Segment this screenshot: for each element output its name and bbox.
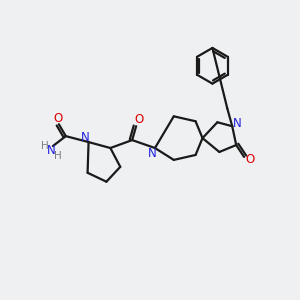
Text: N: N (81, 130, 90, 144)
Text: N: N (233, 117, 242, 130)
Text: O: O (245, 153, 255, 167)
Text: H: H (54, 151, 62, 161)
Text: N: N (46, 145, 55, 158)
Text: O: O (53, 112, 62, 125)
Text: O: O (134, 113, 144, 126)
Text: N: N (148, 148, 156, 160)
Text: H: H (41, 141, 49, 151)
